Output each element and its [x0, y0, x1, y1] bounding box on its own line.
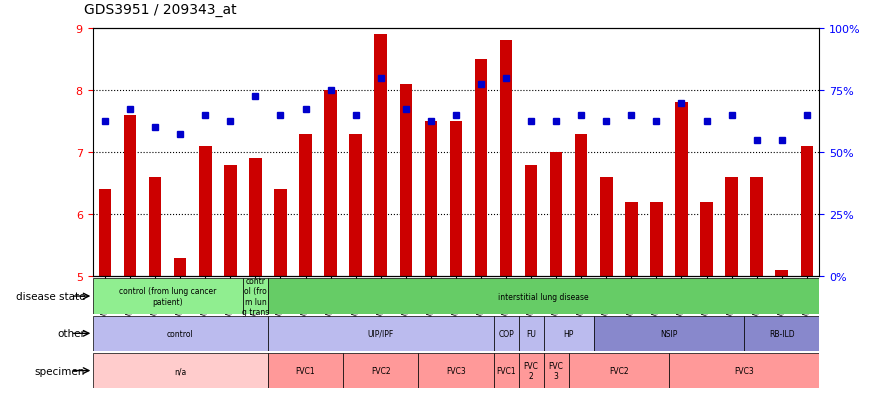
- Bar: [801, 147, 813, 277]
- Text: disease state: disease state: [16, 291, 85, 301]
- Bar: [725, 178, 738, 277]
- Bar: [550, 153, 562, 277]
- Bar: [493, 353, 519, 388]
- Bar: [418, 353, 493, 388]
- Bar: [99, 190, 111, 277]
- Text: control: control: [167, 329, 194, 338]
- Bar: [425, 122, 437, 277]
- Bar: [525, 165, 537, 277]
- Bar: [374, 35, 387, 277]
- Bar: [324, 91, 337, 277]
- Bar: [224, 165, 237, 277]
- Text: specimen: specimen: [35, 366, 85, 376]
- Bar: [274, 190, 286, 277]
- Text: FVC1: FVC1: [496, 366, 516, 375]
- Text: ■ transformed count: ■ transformed count: [93, 411, 211, 413]
- Bar: [500, 41, 513, 277]
- Bar: [449, 122, 463, 277]
- Text: contr
ol (fro
m lun
g trans: contr ol (fro m lun g trans: [241, 276, 269, 316]
- Text: RB-ILD: RB-ILD: [769, 329, 795, 338]
- Text: control (from lung cancer
patient): control (from lung cancer patient): [119, 287, 217, 306]
- Bar: [650, 202, 663, 277]
- Bar: [475, 60, 487, 277]
- Bar: [626, 202, 638, 277]
- Text: other: other: [57, 328, 85, 339]
- Bar: [569, 353, 669, 388]
- Bar: [399, 85, 412, 277]
- Bar: [93, 279, 243, 314]
- Bar: [300, 134, 312, 277]
- Text: FVC3: FVC3: [734, 366, 754, 375]
- Bar: [519, 353, 544, 388]
- Bar: [600, 178, 612, 277]
- Bar: [751, 178, 763, 277]
- Text: NSIP: NSIP: [660, 329, 677, 338]
- Bar: [249, 159, 262, 277]
- Bar: [124, 116, 137, 277]
- Text: FVC3: FVC3: [446, 366, 466, 375]
- Bar: [350, 134, 362, 277]
- Text: interstitial lung disease: interstitial lung disease: [499, 292, 589, 301]
- Bar: [775, 271, 788, 277]
- Bar: [669, 353, 819, 388]
- Text: GDS3951 / 209343_at: GDS3951 / 209343_at: [84, 2, 236, 17]
- Text: FVC1: FVC1: [296, 366, 315, 375]
- Text: n/a: n/a: [174, 366, 187, 375]
- Bar: [544, 353, 569, 388]
- Bar: [493, 316, 519, 351]
- Text: COP: COP: [498, 329, 514, 338]
- Bar: [93, 353, 268, 388]
- Bar: [199, 147, 211, 277]
- Bar: [243, 279, 268, 314]
- Text: HP: HP: [564, 329, 574, 338]
- Text: FVC
2: FVC 2: [523, 361, 538, 380]
- Bar: [544, 316, 594, 351]
- Text: FVC2: FVC2: [609, 366, 629, 375]
- Bar: [575, 134, 588, 277]
- Bar: [93, 316, 268, 351]
- Text: FU: FU: [526, 329, 536, 338]
- Bar: [343, 353, 418, 388]
- Text: FVC2: FVC2: [371, 366, 390, 375]
- Text: FVC
3: FVC 3: [549, 361, 564, 380]
- Bar: [268, 279, 819, 314]
- Bar: [268, 316, 493, 351]
- Bar: [519, 316, 544, 351]
- Text: UIP/IPF: UIP/IPF: [367, 329, 394, 338]
- Bar: [594, 316, 744, 351]
- Bar: [174, 258, 187, 277]
- Bar: [268, 353, 343, 388]
- Bar: [744, 316, 819, 351]
- Bar: [149, 178, 161, 277]
- Bar: [675, 103, 688, 277]
- Bar: [700, 202, 713, 277]
